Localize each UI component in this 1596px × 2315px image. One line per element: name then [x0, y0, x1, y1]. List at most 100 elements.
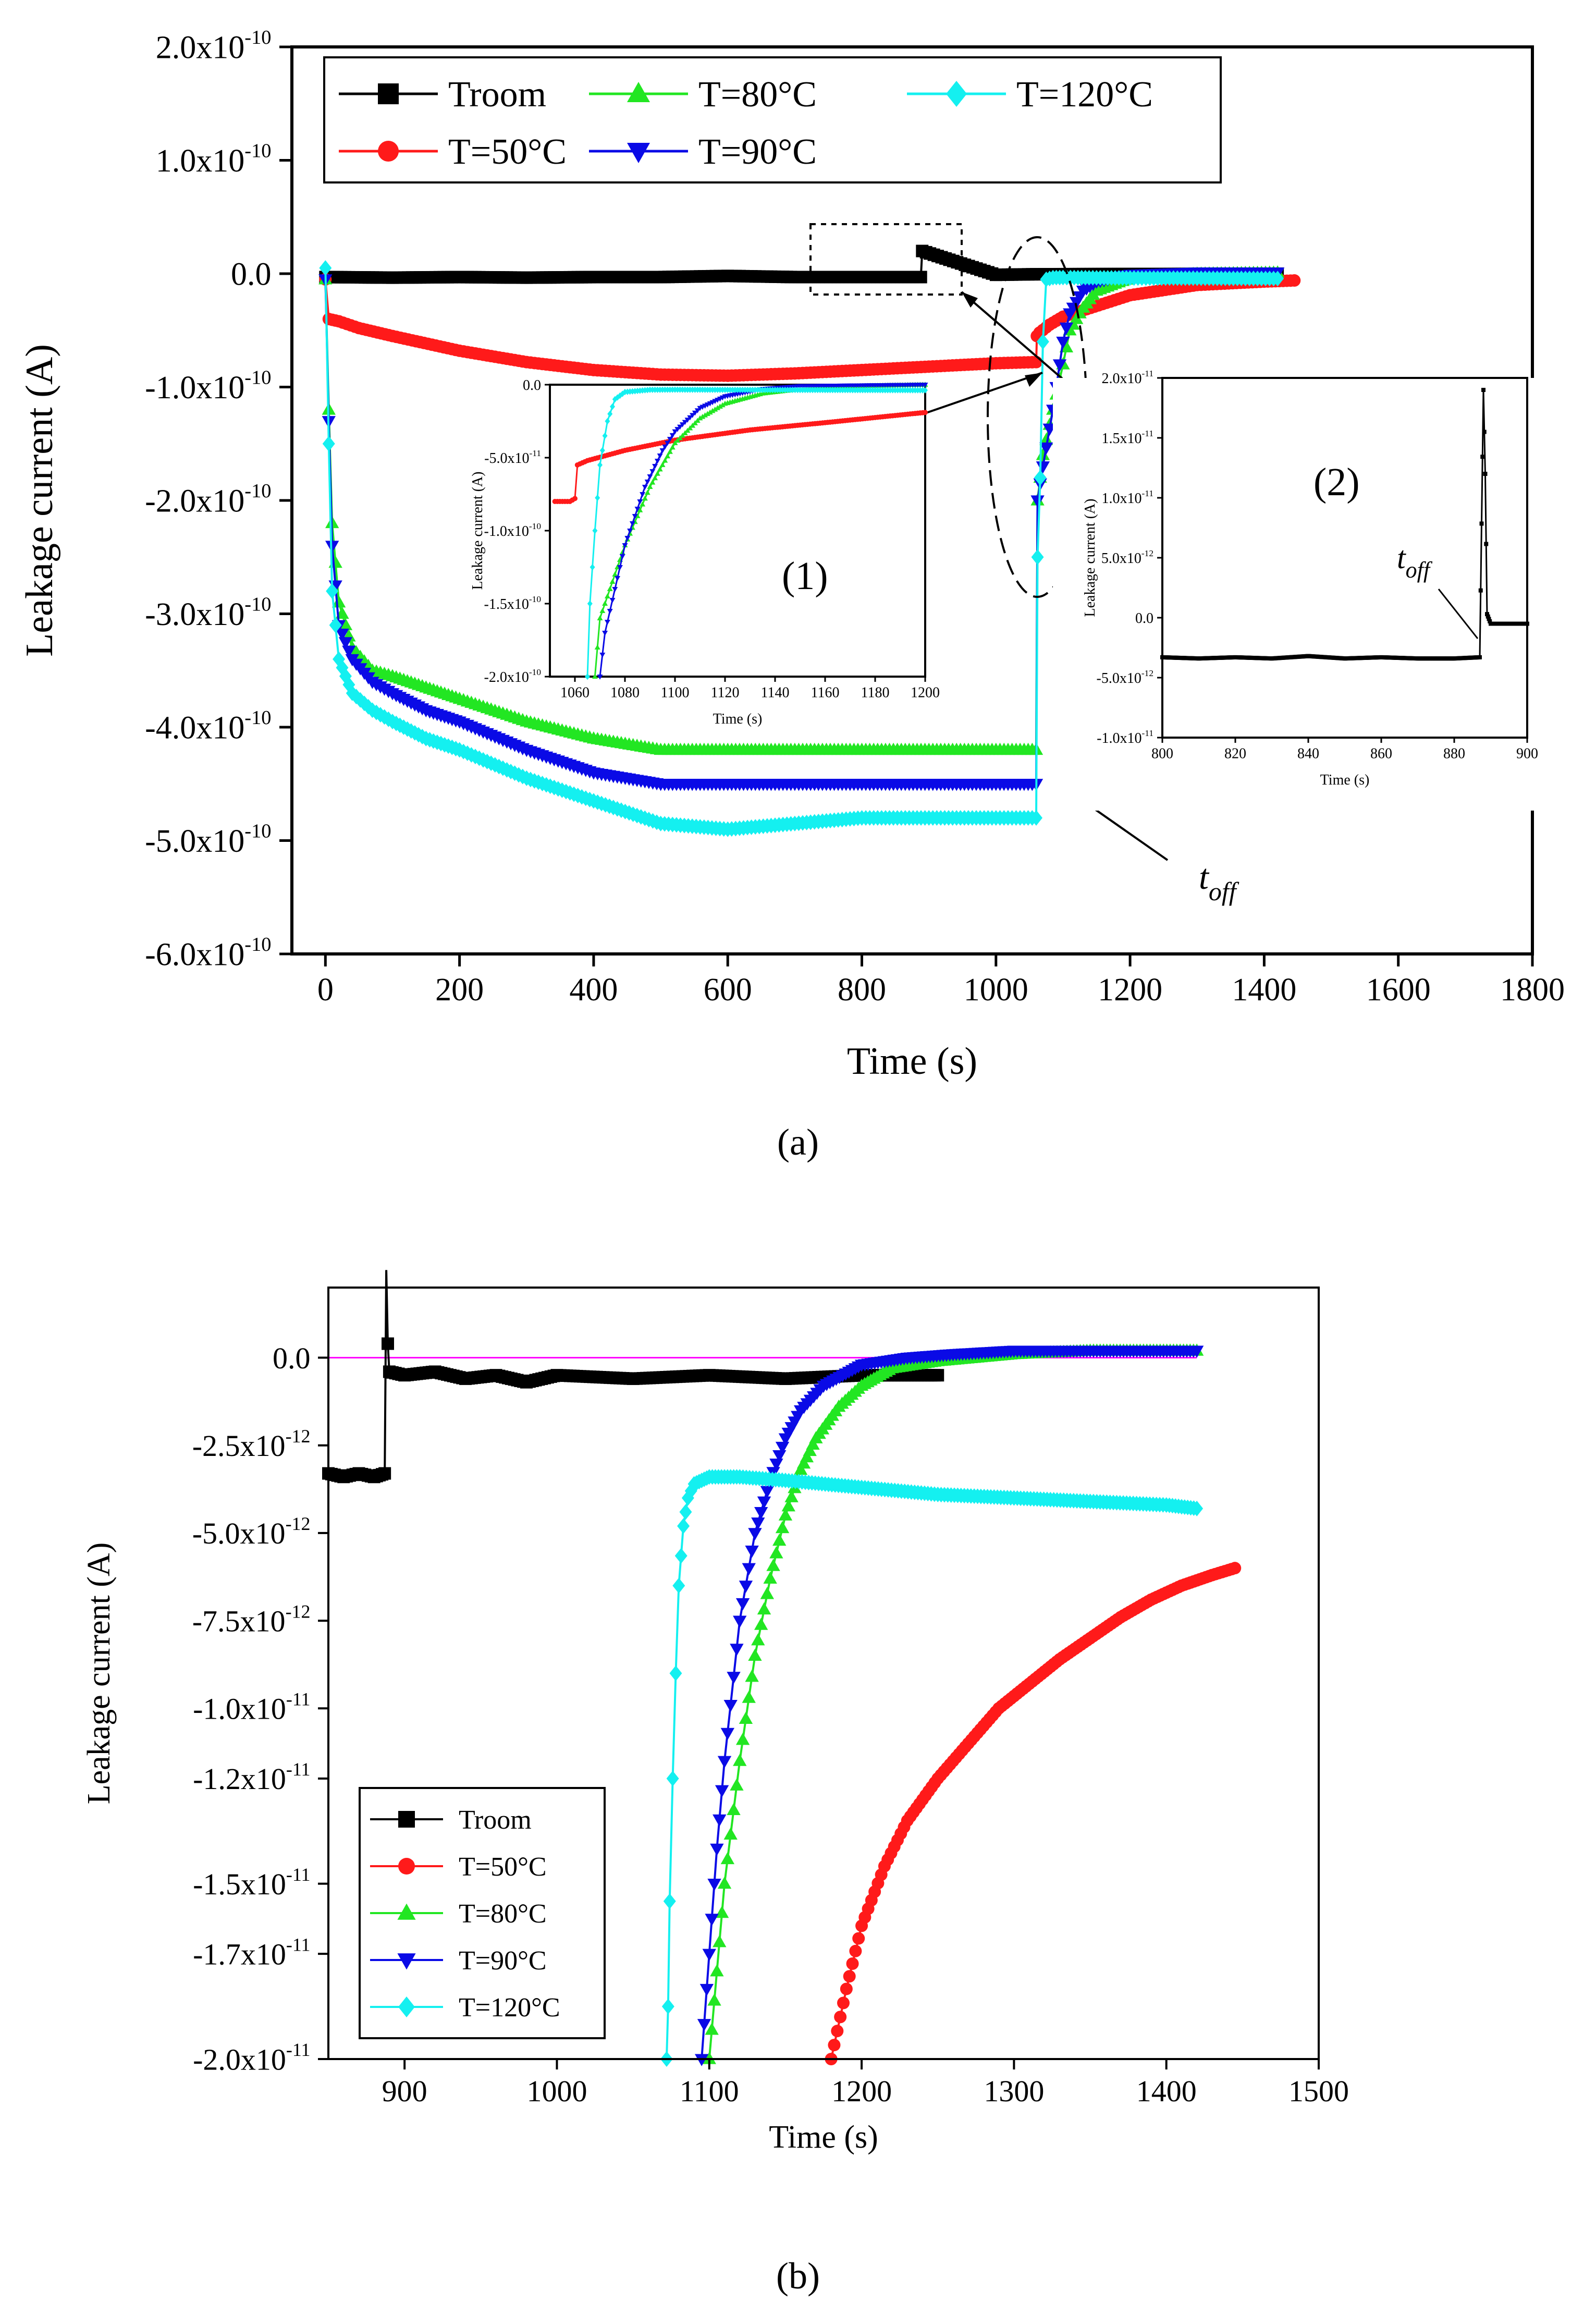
data-point [669, 1665, 682, 1681]
data-point [599, 447, 605, 454]
y-tick-label: -7.5x10-12 [192, 1601, 311, 1638]
data-point [597, 461, 603, 469]
x-tick-label: 1140 [761, 684, 790, 701]
data-point [1481, 388, 1485, 392]
data-point [1485, 614, 1490, 619]
y-tick-label: -1.0x10-10 [484, 521, 542, 540]
data-point [605, 418, 610, 425]
legend-label: T=50°C [448, 132, 567, 172]
x-tick-label: 900 [1516, 745, 1538, 762]
series-troom [319, 244, 1284, 284]
data-point [657, 466, 663, 472]
y-tick-label: 5.0x10-12 [1101, 548, 1153, 567]
x-tick-label: 1200 [831, 2074, 892, 2108]
data-point [1190, 1500, 1204, 1516]
data-point [727, 1803, 741, 1815]
data-point [666, 1770, 679, 1786]
legend-marker [378, 141, 399, 162]
data-point [837, 1996, 850, 2010]
y-tick-label: 0.0 [1135, 610, 1153, 627]
data-point [735, 1598, 750, 1611]
data-point [1030, 810, 1042, 826]
data-point [1036, 448, 1050, 460]
data-point [1039, 442, 1053, 455]
data-point [637, 507, 643, 512]
data-point [642, 495, 648, 501]
y-tick-label: -1.0x10-11 [1097, 728, 1153, 746]
data-point [1525, 621, 1529, 626]
data-point [649, 479, 656, 485]
data-point [720, 1728, 735, 1741]
data-point [702, 1949, 716, 1961]
data-point [667, 437, 673, 442]
data-point [733, 1754, 747, 1766]
data-point [1189, 1345, 1204, 1358]
data-point [615, 576, 621, 581]
legend-item-t90: T=90°C [370, 1946, 547, 1976]
data-point [709, 408, 716, 413]
data-point [757, 1496, 771, 1509]
data-point [604, 593, 610, 598]
data-point [647, 474, 653, 480]
legend-item-troom: Troom [339, 75, 546, 115]
y-tick-label: -1.0x10-10 [145, 366, 271, 406]
y-axis-label: Leakage current (A) [81, 1542, 117, 1805]
data-point [602, 432, 608, 439]
data-point [677, 424, 683, 430]
inset2-plot-area [1160, 388, 1529, 661]
data-point [597, 615, 603, 620]
legend-marker [627, 143, 650, 163]
data-point [338, 618, 353, 630]
y-tick-label: -6.0x10-10 [145, 934, 271, 973]
data-point [684, 418, 691, 423]
x-tick-label: 1200 [911, 684, 940, 701]
data-point [702, 2052, 716, 2064]
data-point [692, 410, 698, 416]
data-point [319, 260, 332, 276]
data-point [604, 620, 610, 625]
data-point [1056, 336, 1070, 349]
data-point [713, 1814, 727, 1827]
data-point [803, 1443, 817, 1456]
data-point [742, 1563, 756, 1575]
data-point [699, 1983, 714, 1996]
legend-label: Troom [448, 75, 546, 115]
data-point [713, 1934, 727, 1947]
x-tick-label: 200 [435, 972, 484, 1008]
data-point [652, 475, 658, 481]
y-tick-label: -4.0x10-10 [145, 707, 271, 746]
x-tick-label: 1100 [661, 684, 690, 701]
data-point [697, 415, 703, 421]
x-axis-label: Time (s) [769, 2120, 878, 2155]
y-tick-label: -1.7x10-11 [193, 1934, 310, 1971]
y-tick-label: 0.0 [523, 377, 541, 394]
y-tick-label: -1.2x10-11 [193, 1759, 310, 1796]
data-point [599, 608, 606, 613]
data-point [1052, 359, 1067, 372]
data-point [661, 1999, 674, 2015]
legend-marker [946, 81, 967, 107]
data-point [1484, 542, 1489, 546]
data-point [831, 2025, 844, 2038]
data-point [923, 410, 928, 415]
x-tick-label: 0 [317, 972, 334, 1008]
legend-label: T=80°C [698, 75, 817, 115]
data-point [662, 457, 668, 463]
data-point [622, 543, 628, 548]
data-point [745, 1545, 759, 1558]
data-point [687, 415, 693, 421]
x-tick-label: 860 [1370, 745, 1392, 762]
legend-marker [627, 82, 650, 102]
data-point [1271, 271, 1284, 287]
y-tick-label: -2.0x10-11 [193, 2039, 310, 2076]
data-point [745, 1669, 759, 1682]
data-point [672, 429, 678, 435]
panel-b-axes: 900 1000 1100 1200 1300 1400 1500 0.0 -2.5x10-12… [81, 1341, 1349, 2155]
x-axis-label: Time (s) [1320, 772, 1370, 788]
data-point [748, 1528, 762, 1540]
data-point [1034, 470, 1047, 486]
legend-label: T=90°C [698, 132, 817, 172]
legend-item-troom: Troom [370, 1805, 532, 1835]
data-point [781, 1499, 795, 1512]
data-point [619, 554, 625, 559]
